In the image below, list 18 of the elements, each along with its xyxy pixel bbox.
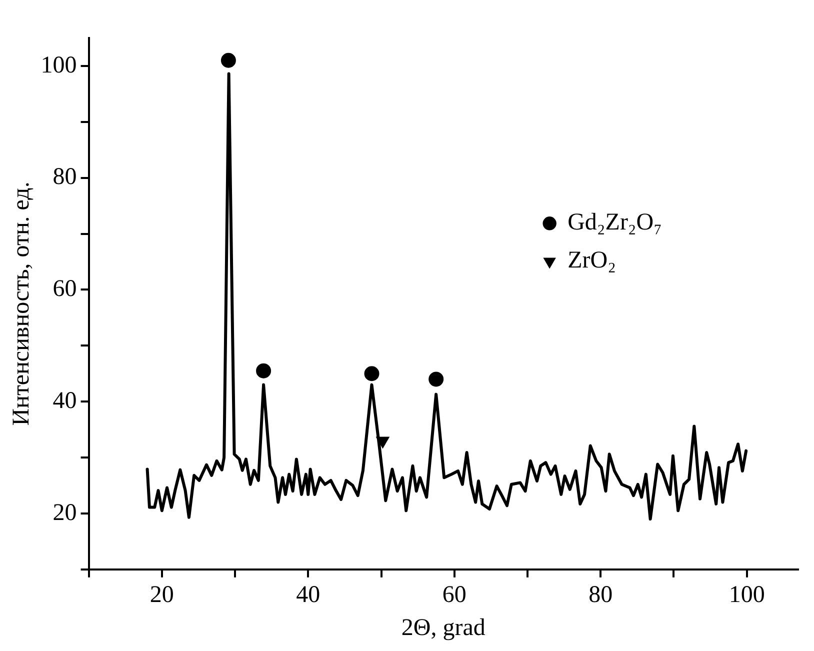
y-tick-label: 60 — [52, 276, 77, 302]
point — [364, 366, 380, 382]
point — [256, 363, 272, 378]
point — [428, 372, 444, 387]
legend-label: Gd₂Zr₂O₇ — [568, 210, 662, 236]
x-tick-label: 60 — [442, 582, 466, 608]
y-tick-label: 20 — [52, 500, 77, 526]
y-tick-label: 80 — [52, 164, 77, 190]
y-axis-title: Интенсивность, отн. ед. — [8, 182, 35, 426]
y-tick-label: 100 — [40, 52, 77, 78]
x-tick-label: 20 — [150, 582, 174, 608]
x-tick-label: 80 — [588, 582, 613, 608]
x-tick-label: 100 — [728, 582, 765, 608]
x-tick-label: 40 — [296, 582, 320, 608]
point — [220, 52, 236, 68]
legend-label: ZrO₂ — [568, 248, 616, 274]
x-axis-title: 2Θ, grad — [401, 614, 486, 641]
y-tick-label: 40 — [52, 388, 77, 414]
